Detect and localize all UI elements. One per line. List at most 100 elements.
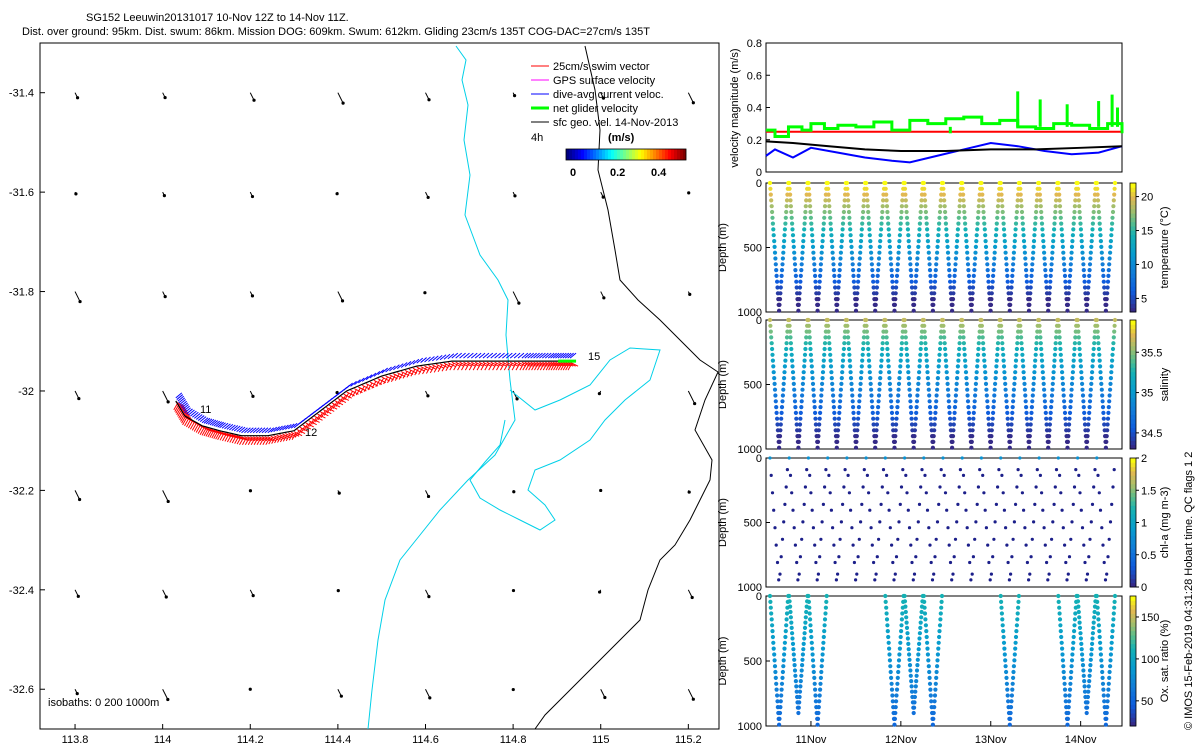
profile-sample-point [912, 705, 917, 710]
profile-sample-point [940, 317, 946, 323]
profile-sample-point [964, 376, 969, 381]
profile-sample-point [907, 652, 912, 657]
profile-sample-point [889, 405, 894, 410]
profile-sample-point [1067, 279, 1072, 284]
profile-sample-point [793, 410, 799, 415]
profile-sample-point [944, 370, 949, 375]
profile-sample-point [1069, 250, 1074, 255]
profile-sample-point [1098, 646, 1103, 651]
profile-sample-point [1027, 439, 1032, 444]
profile-sample-point [859, 520, 863, 524]
profile-sample-point [1075, 323, 1081, 328]
profile-sample-point [859, 370, 864, 375]
profile-sample-point [886, 358, 891, 363]
sfc-geo-vector-head [511, 588, 516, 593]
profile-sample-point [1112, 599, 1117, 605]
profile-sample-point [995, 352, 1000, 357]
profile-sample-point [1008, 439, 1013, 444]
dac-vector [358, 377, 365, 384]
profile-sample-point [890, 285, 895, 290]
profile-sample-point [1050, 250, 1055, 255]
profile-sample-point [777, 302, 782, 307]
profile-sample-point [1080, 663, 1086, 668]
profile-sample-point [769, 335, 774, 340]
profile-sample-point [980, 198, 985, 203]
profile-sample-point [811, 250, 816, 255]
profile-sample-point [915, 393, 920, 398]
legend-label-sfc: sfc geo. vel. 14-Nov-2013 [553, 117, 678, 129]
profile-sample-point [992, 393, 997, 398]
profile-sample-point [937, 352, 942, 357]
profile-sample-point [904, 615, 909, 620]
profile-sample-point [788, 341, 794, 346]
profile-sample-point [1100, 675, 1105, 681]
profile-sample-point [1066, 428, 1071, 433]
profile-sample-point [893, 710, 898, 716]
profile-sample-point [1097, 629, 1102, 634]
profile-sample-point [1112, 605, 1117, 610]
profile-colorbar-cell [1130, 648, 1136, 653]
profile-sample-point [869, 262, 875, 267]
profile-sample-point [889, 399, 894, 404]
profile-sample-point [778, 572, 782, 576]
profile-sample-point [914, 399, 920, 404]
profile-sample-point [788, 192, 793, 197]
profile-sample-point [982, 491, 986, 495]
profile-sample-point [927, 399, 932, 404]
profile-sample-point [1078, 364, 1083, 369]
profile-sample-point [794, 689, 799, 694]
dac-vector [264, 427, 272, 434]
profile-sample-point [778, 705, 783, 710]
profile-sample-point [1012, 658, 1017, 663]
profile-sample-point [1011, 393, 1016, 398]
swim-vector [244, 437, 250, 445]
profile-sample-point [1100, 393, 1105, 398]
map-y-tick-label: -32 [18, 386, 34, 398]
profile-sample-point [1104, 439, 1109, 444]
swim-vector [201, 428, 207, 436]
profile-sample-point [952, 273, 957, 278]
profile-sample-point [1017, 180, 1023, 186]
profile-sample-point [1062, 273, 1068, 278]
profile-sample-point [829, 239, 834, 244]
profile-sample-point [1085, 572, 1090, 576]
profile-sample-point [1070, 233, 1075, 238]
profile-sample-point [1022, 244, 1027, 249]
profile-sample-point [1056, 593, 1061, 599]
profile-sample-point [1011, 537, 1015, 541]
colorbar-cell [578, 149, 582, 160]
colorbar-cell [617, 149, 621, 160]
profile-sample-point [1034, 204, 1039, 209]
profile-sample-point [793, 405, 798, 410]
profile-sample-point [903, 604, 908, 609]
profile-sample-point [1071, 634, 1076, 640]
profile-sample-point [796, 302, 801, 307]
profile-sample-point [1076, 329, 1081, 334]
profile-colorbar-cell [1130, 700, 1136, 705]
profile-sample-point [791, 652, 796, 657]
profile-sample-point [927, 393, 932, 398]
profile-sample-point [1106, 555, 1110, 559]
profile-sample-point [892, 716, 898, 722]
profile-sample-point [876, 393, 882, 398]
profile-sample-point [1005, 543, 1009, 547]
profile-sample-point [840, 370, 845, 375]
profile-sample-point [1008, 716, 1013, 722]
profile-sample-point [772, 652, 777, 657]
profile-sample-point [893, 297, 898, 302]
profile-sample-point [807, 329, 812, 334]
profile-sample-point [991, 262, 997, 267]
profile-sample-point [1058, 629, 1063, 634]
profile-sample-point [1070, 239, 1075, 244]
profile-sample-point [777, 434, 783, 439]
profile-sample-point [1024, 268, 1029, 273]
profile-sample-point [1080, 256, 1086, 261]
profile-sample-point [1098, 227, 1103, 232]
profile-sample-point [788, 473, 793, 477]
profile-sample-point [956, 502, 960, 506]
profile-sample-point [841, 502, 845, 506]
profile-sample-point [815, 308, 820, 313]
profile-sample-point [773, 675, 778, 681]
colorbar-cell [596, 149, 600, 160]
profile-sample-point [931, 710, 936, 716]
